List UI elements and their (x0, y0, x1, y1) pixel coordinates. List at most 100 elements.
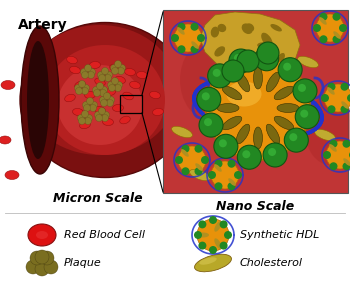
Ellipse shape (195, 163, 203, 171)
Polygon shape (200, 12, 300, 72)
Circle shape (100, 86, 107, 94)
Circle shape (96, 115, 103, 121)
Ellipse shape (271, 24, 282, 32)
Circle shape (90, 104, 97, 112)
Circle shape (103, 112, 110, 119)
Ellipse shape (190, 169, 210, 181)
Circle shape (229, 49, 253, 73)
Circle shape (321, 94, 329, 102)
Circle shape (339, 24, 347, 32)
Circle shape (84, 104, 91, 112)
Ellipse shape (277, 104, 299, 113)
Circle shape (289, 133, 297, 141)
Ellipse shape (66, 56, 77, 64)
Circle shape (257, 42, 279, 64)
Ellipse shape (120, 116, 130, 124)
Ellipse shape (36, 231, 48, 239)
Circle shape (26, 260, 40, 274)
Ellipse shape (264, 53, 276, 61)
Circle shape (219, 139, 227, 147)
Circle shape (202, 92, 210, 100)
Ellipse shape (264, 47, 273, 63)
Circle shape (171, 34, 179, 42)
Ellipse shape (214, 221, 222, 232)
Ellipse shape (257, 42, 271, 49)
Circle shape (98, 108, 105, 115)
Circle shape (112, 67, 119, 75)
Circle shape (263, 143, 287, 167)
Ellipse shape (276, 53, 285, 63)
Circle shape (204, 118, 212, 126)
Circle shape (99, 96, 106, 104)
Ellipse shape (28, 224, 56, 246)
Circle shape (201, 156, 209, 164)
Ellipse shape (103, 119, 113, 125)
Ellipse shape (84, 92, 96, 98)
Circle shape (284, 128, 308, 152)
Circle shape (118, 67, 125, 75)
Ellipse shape (222, 116, 242, 130)
Circle shape (78, 80, 85, 88)
Ellipse shape (222, 86, 242, 100)
Bar (163, 10, 348, 193)
Circle shape (313, 24, 321, 32)
Ellipse shape (20, 22, 190, 177)
Ellipse shape (199, 257, 217, 265)
Circle shape (35, 250, 49, 264)
Ellipse shape (214, 46, 225, 57)
Circle shape (104, 92, 111, 100)
Circle shape (197, 219, 229, 251)
Circle shape (102, 67, 108, 75)
Circle shape (91, 102, 98, 108)
Ellipse shape (90, 61, 100, 69)
Circle shape (84, 117, 91, 125)
Text: Synthetic HDL: Synthetic HDL (240, 230, 319, 240)
Circle shape (116, 82, 122, 88)
Ellipse shape (341, 101, 349, 109)
Circle shape (300, 110, 308, 118)
Circle shape (177, 23, 186, 31)
Ellipse shape (236, 124, 250, 144)
Ellipse shape (57, 65, 142, 145)
Circle shape (332, 13, 341, 21)
Circle shape (112, 77, 119, 84)
Ellipse shape (214, 164, 222, 172)
Ellipse shape (274, 116, 294, 130)
Ellipse shape (274, 86, 294, 100)
Circle shape (209, 216, 217, 224)
Ellipse shape (195, 254, 231, 272)
Text: Artery: Artery (18, 18, 68, 32)
Circle shape (102, 115, 108, 121)
Ellipse shape (333, 31, 341, 39)
Circle shape (82, 71, 89, 79)
Circle shape (211, 161, 239, 189)
Ellipse shape (110, 64, 120, 72)
Circle shape (97, 82, 104, 90)
Ellipse shape (149, 91, 160, 99)
Circle shape (341, 105, 349, 113)
Circle shape (182, 167, 189, 175)
Ellipse shape (343, 158, 350, 166)
Ellipse shape (315, 129, 335, 141)
Circle shape (86, 98, 93, 104)
Ellipse shape (79, 121, 90, 129)
Circle shape (208, 64, 232, 88)
Ellipse shape (75, 81, 85, 89)
Circle shape (194, 231, 202, 239)
Circle shape (343, 140, 350, 148)
Circle shape (219, 220, 228, 228)
Ellipse shape (191, 41, 199, 49)
Circle shape (237, 145, 261, 169)
Ellipse shape (266, 72, 280, 92)
Ellipse shape (130, 81, 140, 89)
Circle shape (190, 45, 198, 53)
Circle shape (199, 113, 223, 137)
Ellipse shape (125, 68, 135, 75)
Ellipse shape (228, 178, 236, 186)
Ellipse shape (181, 149, 189, 157)
Ellipse shape (211, 27, 219, 38)
Circle shape (283, 63, 291, 71)
Ellipse shape (266, 124, 280, 144)
Circle shape (119, 65, 126, 71)
Ellipse shape (27, 41, 49, 159)
